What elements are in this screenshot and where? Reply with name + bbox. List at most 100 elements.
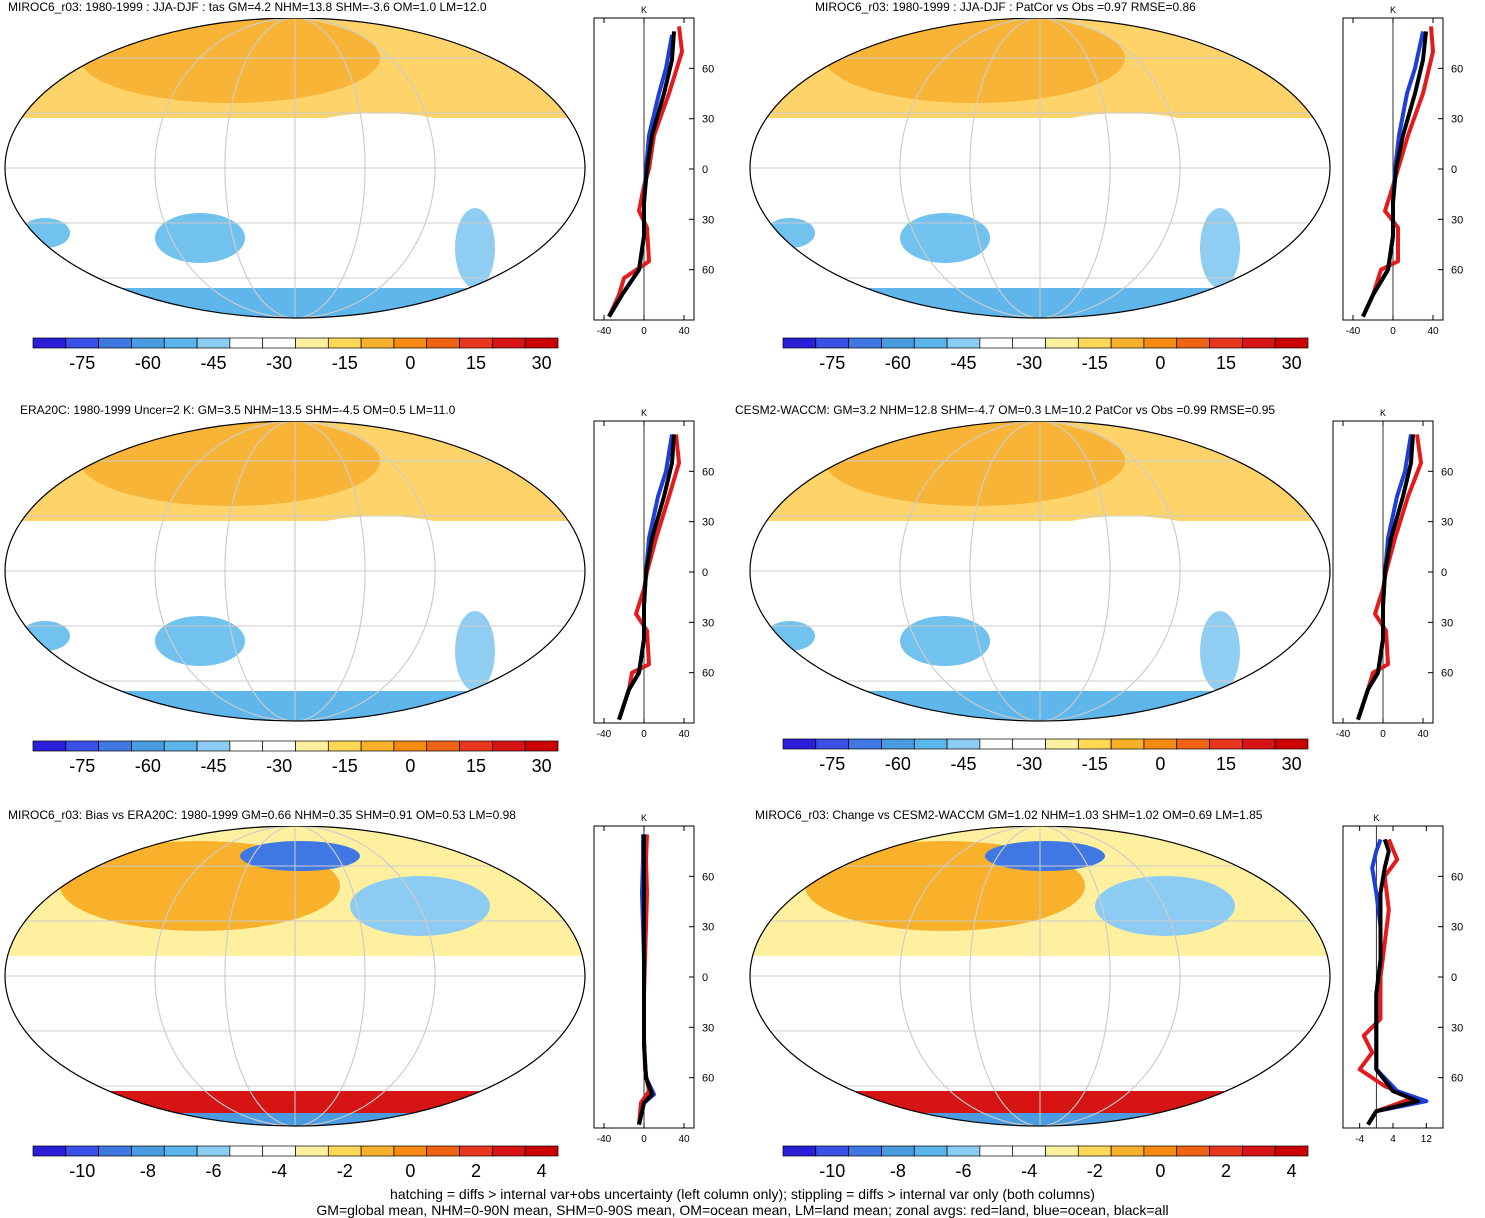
colorbar-tick-label: -45 bbox=[950, 754, 976, 774]
zonal-y-tick: 30S bbox=[1441, 617, 1453, 629]
colorbar-tick-label: -15 bbox=[332, 756, 358, 776]
zonal-x-tick: 40 bbox=[678, 326, 690, 337]
colorbar-box bbox=[1045, 337, 1079, 349]
colorbar-box bbox=[163, 1145, 198, 1157]
map-fill bbox=[750, 826, 1330, 1126]
zonal-x-tick: 40 bbox=[1427, 326, 1439, 337]
zonal-mean-plot: K -40 0 40 60N 30N 0 30S 60S bbox=[593, 408, 714, 740]
colorbar-box bbox=[32, 337, 67, 349]
map bbox=[4, 826, 586, 1127]
colorbar-box bbox=[979, 738, 1014, 750]
colorbar-box bbox=[1242, 1145, 1276, 1157]
zonal-series-land bbox=[1356, 434, 1423, 721]
colorbar-box bbox=[1012, 337, 1046, 349]
colorbar-tick-label: -60 bbox=[135, 756, 161, 776]
colorbar-box bbox=[1274, 738, 1309, 750]
colorbar-box bbox=[65, 1145, 99, 1157]
colorbar-box bbox=[459, 740, 493, 752]
colorbar-box bbox=[1176, 738, 1210, 750]
colorbar-box bbox=[848, 1145, 882, 1157]
colorbar-box bbox=[782, 1145, 817, 1157]
colorbar-tick-label: -15 bbox=[1082, 754, 1108, 774]
colorbar-box bbox=[360, 337, 395, 349]
zonal-y-tick: 30S bbox=[1451, 1022, 1463, 1034]
colorbar-tick-label: -15 bbox=[332, 353, 358, 373]
footer-line-2: GM=global mean, NHM=0-90N mean, SHM=0-90… bbox=[316, 1202, 1169, 1218]
zonal-y-tick: 30N bbox=[702, 114, 714, 126]
zonal-y-tick: 0 bbox=[702, 972, 708, 984]
panel-title: MIROC6_r03: Change vs CESM2-WACCM GM=1.0… bbox=[755, 808, 1263, 822]
zonal-unit-label: K bbox=[1380, 408, 1386, 418]
colorbar-box bbox=[1012, 1145, 1046, 1157]
map bbox=[4, 18, 586, 319]
colorbar-box bbox=[1176, 337, 1210, 349]
colorbar-box bbox=[1242, 337, 1276, 349]
colorbar-box bbox=[98, 337, 132, 349]
colorbar-box bbox=[65, 740, 99, 752]
zonal-series-all bbox=[637, 834, 654, 1126]
colorbar-box bbox=[131, 337, 165, 349]
zonal-y-tick: 60N bbox=[1451, 871, 1463, 883]
zonal-unit-label: K bbox=[1373, 813, 1379, 823]
colorbar-tick-label: -4 bbox=[1021, 1161, 1037, 1181]
colorbar-box bbox=[196, 740, 231, 752]
map-fill bbox=[750, 421, 1330, 721]
map bbox=[749, 421, 1331, 722]
colorbar-box bbox=[1077, 738, 1112, 750]
map-fill bbox=[5, 421, 585, 721]
colorbar-box bbox=[1176, 1145, 1210, 1157]
colorbar-box bbox=[815, 738, 849, 750]
zonal-y-tick: 30S bbox=[702, 1022, 714, 1034]
colorbar-box bbox=[1012, 738, 1046, 750]
zonal-y-tick: 60S bbox=[702, 668, 714, 680]
colorbar-box bbox=[1209, 738, 1243, 750]
map bbox=[4, 421, 586, 722]
colorbar-box bbox=[881, 738, 915, 750]
colorbar-box bbox=[815, 1145, 849, 1157]
zonal-y-tick: 60S bbox=[702, 1073, 714, 1085]
zonal-mean-plot: K -40 0 40 60N 30N 0 30S 60S bbox=[1342, 5, 1463, 337]
colorbar-tick-label: -15 bbox=[1082, 353, 1108, 373]
colorbar-box bbox=[1242, 738, 1276, 750]
colorbar-box bbox=[1045, 1145, 1079, 1157]
colorbar-tick-label: -4 bbox=[271, 1161, 287, 1181]
colorbar-box bbox=[913, 337, 948, 349]
zonal-y-tick: 60N bbox=[1441, 466, 1453, 478]
zonal-y-tick: 30N bbox=[702, 517, 714, 529]
zonal-y-tick: 0 bbox=[702, 164, 708, 176]
zonal-mean-plot: K -40 0 40 60N 30N 0 30S 60S bbox=[593, 813, 714, 1145]
zonal-x-tick: -40 bbox=[597, 1134, 612, 1145]
colorbar-box bbox=[1110, 1145, 1145, 1157]
colorbar-box bbox=[327, 1145, 362, 1157]
zonal-series-land bbox=[607, 26, 684, 318]
zonal-series-all bbox=[1366, 838, 1420, 1126]
map bbox=[749, 18, 1331, 319]
colorbar-box bbox=[782, 337, 817, 349]
colorbar-box bbox=[229, 740, 264, 752]
colorbar-box bbox=[196, 337, 231, 349]
colorbar-tick-label: 30 bbox=[1282, 754, 1302, 774]
colorbar-tick-label: -30 bbox=[1016, 353, 1042, 373]
zonal-y-tick: 60S bbox=[1441, 668, 1453, 680]
colorbar-box bbox=[492, 1145, 526, 1157]
zonal-series-all bbox=[1361, 31, 1428, 318]
colorbar: -75-60-45-30-1501530456075 bbox=[32, 740, 559, 776]
zonal-x-tick: 12 bbox=[1421, 1134, 1433, 1145]
colorbar-box bbox=[979, 337, 1014, 349]
colorbar-box bbox=[32, 740, 67, 752]
colorbar-tick-label: 15 bbox=[466, 353, 486, 373]
panel-top-right: MIROC6_r03: 1980-1999 : JJA-DJF : PatCor… bbox=[745, 0, 1485, 405]
zonal-y-tick: 0 bbox=[1441, 567, 1447, 579]
colorbar-box bbox=[229, 337, 264, 349]
zonal-y-tick: 30N bbox=[1441, 517, 1453, 529]
map bbox=[749, 826, 1331, 1127]
zonal-x-tick: -4 bbox=[1355, 1134, 1364, 1145]
colorbar-box bbox=[459, 1145, 493, 1157]
colorbar-tick-label: 30 bbox=[1282, 353, 1302, 373]
zonal-x-tick: 0 bbox=[1380, 729, 1386, 740]
panel-top-left: MIROC6_r03: 1980-1999 : JJA-DJF : tas GM… bbox=[0, 0, 740, 405]
colorbar-box bbox=[393, 337, 428, 349]
panel-title: MIROC6_r03: 1980-1999 : JJA-DJF : tas GM… bbox=[8, 0, 487, 14]
zonal-x-tick: 0 bbox=[641, 729, 647, 740]
colorbar-box bbox=[360, 1145, 395, 1157]
